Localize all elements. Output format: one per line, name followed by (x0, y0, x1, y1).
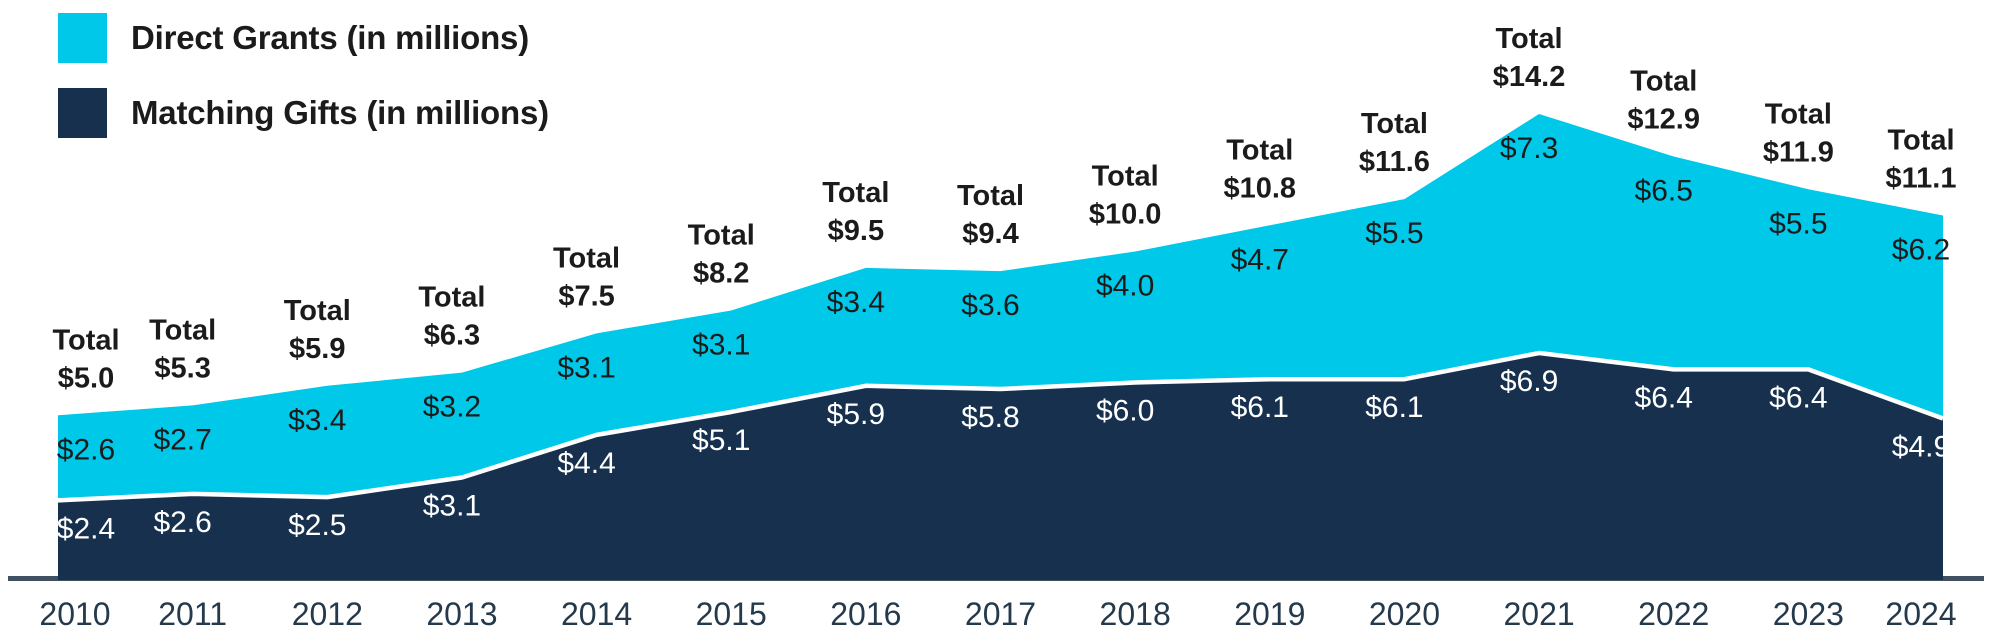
x-axis-tick-label: 2015 (696, 596, 767, 632)
value-label-matching-gifts: $4.9 (1892, 431, 1950, 464)
total-label-word: Total (284, 295, 351, 327)
x-axis-tick-label: 2017 (965, 596, 1036, 632)
x-axis-tick-label: 2014 (561, 596, 632, 632)
total-label-value: $11.9 (1763, 136, 1834, 168)
value-label-matching-gifts: $5.9 (827, 398, 885, 431)
total-label-word: Total (1361, 108, 1428, 140)
total-label-word: Total (822, 177, 889, 209)
total-label-word: Total (52, 324, 119, 356)
total-label-value: $12.9 (1627, 104, 1700, 136)
x-axis-tick-label: 2022 (1638, 596, 1709, 632)
total-label-word: Total (688, 219, 755, 251)
value-label-direct-grants: $6.5 (1635, 175, 1693, 208)
legend: Direct Grants (in millions) Matching Gif… (58, 13, 549, 138)
value-label-matching-gifts: $5.1 (692, 424, 750, 457)
legend-item-direct-grants: Direct Grants (in millions) (58, 13, 549, 63)
value-label-matching-gifts: $6.4 (1635, 381, 1693, 414)
value-label-direct-grants: $6.2 (1892, 233, 1950, 266)
value-label-matching-gifts: $3.1 (423, 489, 481, 522)
value-label-matching-gifts: $2.5 (288, 509, 346, 542)
value-label-direct-grants: $3.4 (827, 286, 885, 319)
total-label-word: Total (1092, 161, 1159, 193)
x-axis-tick-label: 2011 (158, 596, 227, 632)
total-label-value: $14.2 (1493, 61, 1566, 93)
total-label-word: Total (1765, 98, 1832, 130)
total-label-value: $7.5 (558, 280, 614, 312)
value-label-direct-grants: $3.1 (557, 351, 615, 384)
total-label-value: $5.9 (289, 333, 345, 365)
value-label-matching-gifts: $2.6 (153, 506, 211, 539)
value-label-direct-grants: $2.6 (57, 433, 115, 466)
legend-item-matching-gifts: Matching Gifts (in millions) (58, 88, 549, 138)
x-axis-tick-label: 2010 (39, 596, 110, 632)
series-boundary-line (57, 350, 1944, 503)
value-label-direct-grants: $3.6 (961, 289, 1019, 322)
total-label-word: Total (553, 242, 620, 274)
matching-gifts-swatch-icon (58, 88, 107, 138)
total-label-word: Total (957, 180, 1024, 212)
total-label-word: Total (1496, 23, 1563, 55)
x-axis-tick-label: 2012 (292, 596, 363, 632)
total-label-value: $9.4 (962, 218, 1018, 250)
total-label-word: Total (1630, 66, 1697, 98)
value-label-direct-grants: $3.1 (692, 328, 750, 361)
direct-grants-swatch-icon (58, 13, 107, 63)
value-label-direct-grants: $5.5 (1769, 207, 1827, 240)
value-label-matching-gifts: $4.4 (557, 447, 615, 480)
total-label-word: Total (418, 282, 485, 314)
area-matching-gifts (58, 353, 1943, 580)
x-axis-tick-label: 2024 (1885, 596, 1956, 632)
value-label-matching-gifts: $6.1 (1231, 391, 1289, 424)
legend-label-matching-gifts: Matching Gifts (in millions) (131, 94, 549, 131)
value-label-direct-grants: $2.7 (153, 423, 211, 456)
value-label-direct-grants: $3.4 (288, 404, 346, 437)
legend-label-direct-grants: Direct Grants (in millions) (131, 19, 529, 56)
total-label-value: $10.0 (1089, 199, 1162, 231)
x-axis-tick-label: 2018 (1100, 596, 1171, 632)
x-axis-tick-label: 2019 (1234, 596, 1305, 632)
x-axis-tick-label: 2023 (1773, 596, 1844, 632)
total-label-value: $11.1 (1886, 162, 1957, 194)
x-axis-tick-label: 2020 (1369, 596, 1440, 632)
value-label-direct-grants: $7.3 (1500, 132, 1558, 165)
total-label-value: $5.3 (154, 352, 210, 384)
x-axis-tick-label: 2013 (426, 596, 497, 632)
value-label-matching-gifts: $2.4 (57, 512, 115, 545)
value-label-direct-grants: $4.0 (1096, 270, 1154, 303)
value-label-matching-gifts: $6.9 (1500, 365, 1558, 398)
value-label-direct-grants: $3.2 (423, 391, 481, 424)
total-label-value: $5.0 (58, 362, 114, 394)
total-label-word: Total (149, 314, 216, 346)
total-label-word: Total (1226, 134, 1293, 166)
value-label-matching-gifts: $6.0 (1096, 395, 1154, 428)
total-label-value: $8.2 (693, 257, 749, 289)
value-label-matching-gifts: $6.4 (1769, 381, 1827, 414)
total-label-word: Total (1887, 124, 1954, 156)
x-axis-tick-label: 2016 (830, 596, 901, 632)
value-label-direct-grants: $4.7 (1231, 243, 1289, 276)
total-label-value: $9.5 (828, 215, 884, 247)
total-label-value: $11.6 (1359, 146, 1430, 178)
total-label-value: $10.8 (1223, 172, 1296, 204)
total-label-value: $6.3 (424, 320, 480, 352)
value-label-matching-gifts: $6.1 (1365, 391, 1423, 424)
x-axis-tick-label: 2021 (1503, 596, 1574, 632)
value-label-direct-grants: $5.5 (1365, 217, 1423, 250)
value-label-matching-gifts: $5.8 (961, 401, 1019, 434)
